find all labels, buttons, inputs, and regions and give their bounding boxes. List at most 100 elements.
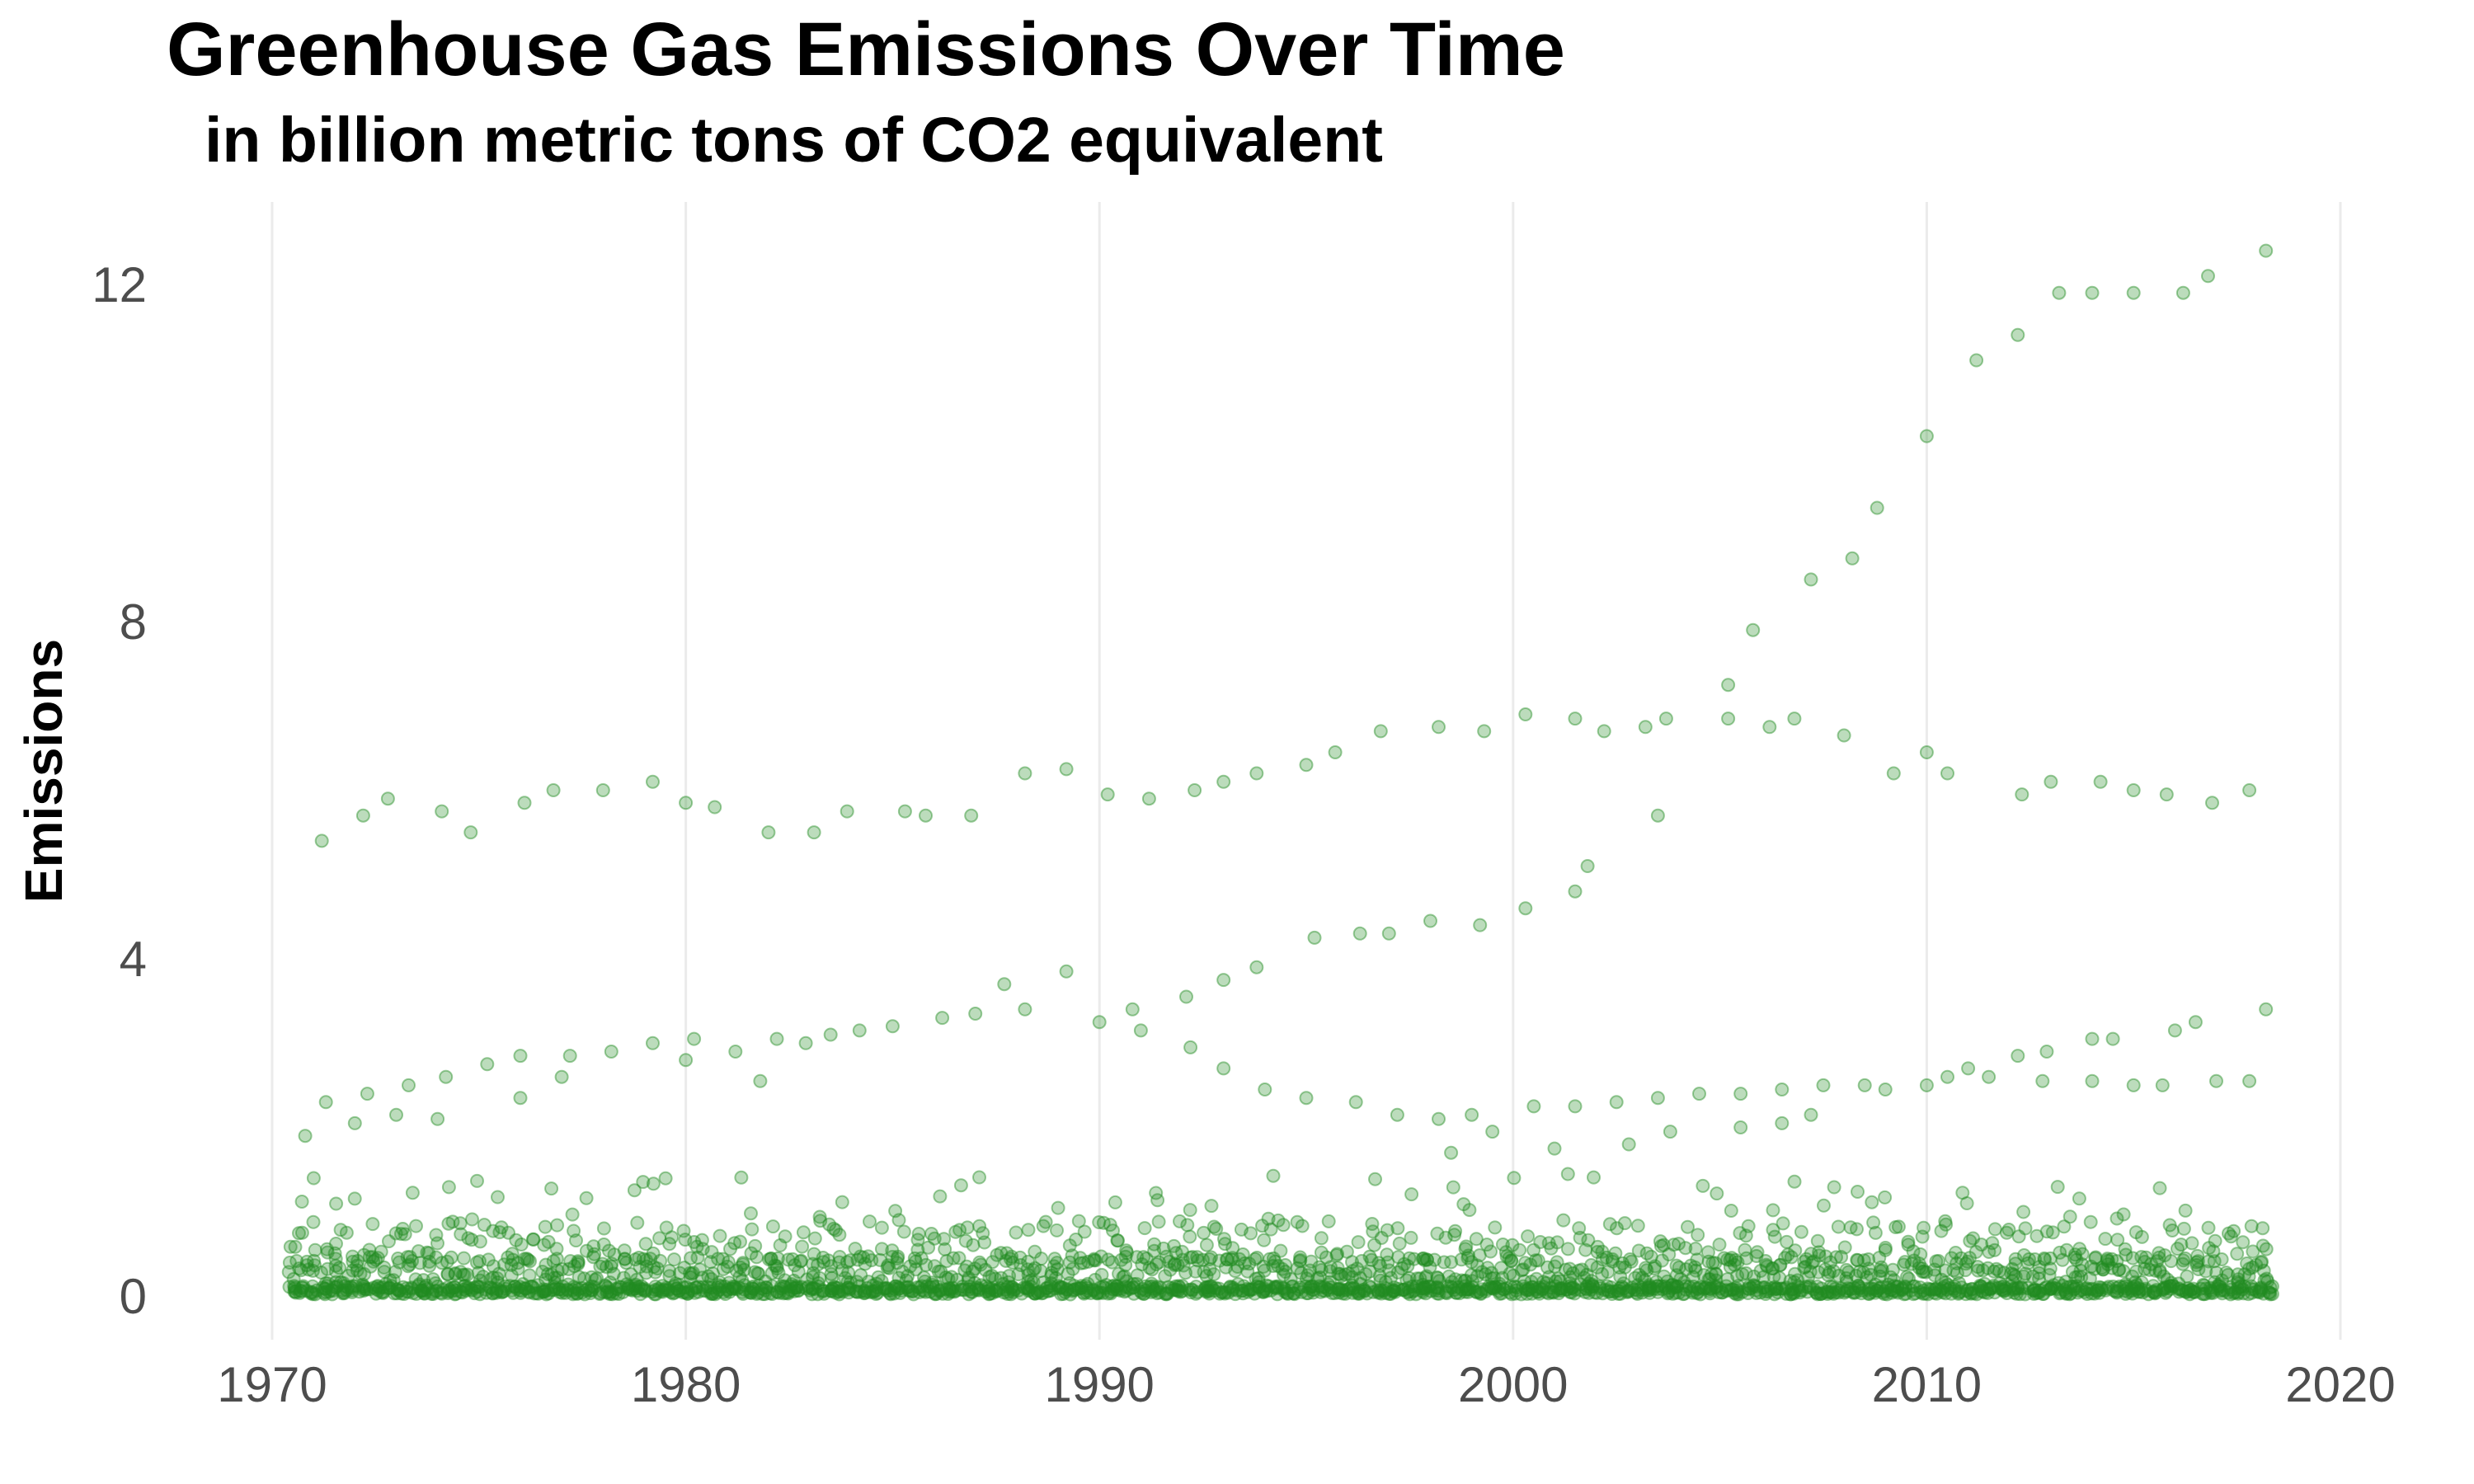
data-point <box>1605 1252 1620 1266</box>
data-point <box>1387 1280 1402 1295</box>
data-point <box>1183 1229 1197 1244</box>
data-point <box>595 1284 610 1299</box>
data-point <box>1563 1279 1577 1294</box>
data-point <box>691 1280 706 1294</box>
data-point <box>684 1251 698 1266</box>
data-point <box>1199 1269 1214 1284</box>
data-point <box>835 1283 849 1298</box>
data-point <box>840 1275 855 1289</box>
data-point <box>1484 1280 1498 1294</box>
data-point <box>569 1233 583 1248</box>
data-point <box>434 1285 448 1300</box>
data-point <box>1079 1285 1094 1300</box>
data-point <box>478 1282 493 1297</box>
data-point <box>448 1267 463 1282</box>
data-point <box>1204 1250 1218 1265</box>
data-points <box>281 243 2279 1302</box>
x-tick-label: 1990 <box>1044 1357 1154 1412</box>
data-point <box>1564 1281 1578 1295</box>
data-point <box>1188 1264 1203 1279</box>
data-point <box>807 1231 822 1246</box>
data-point <box>1532 1280 1546 1295</box>
data-point <box>1318 1284 1333 1298</box>
data-point <box>1676 1287 1691 1302</box>
data-point <box>630 1284 645 1298</box>
data-point <box>1475 1282 1489 1297</box>
data-point <box>1300 1286 1315 1301</box>
data-point <box>1077 1224 1092 1239</box>
data-point <box>1277 1284 1291 1298</box>
data-point <box>1153 1280 1168 1295</box>
data-point <box>824 1259 839 1274</box>
data-point <box>295 1280 310 1295</box>
data-point <box>1365 1217 1380 1231</box>
data-point <box>1554 1281 1569 1296</box>
data-point <box>384 1279 399 1294</box>
data-point <box>1111 1233 1125 1248</box>
data-point <box>586 1239 601 1254</box>
data-point <box>1277 1282 1292 1297</box>
data-point <box>1508 1283 1523 1298</box>
data-point <box>1088 1253 1103 1268</box>
data-point <box>1766 1203 1780 1218</box>
data-point <box>1630 1286 1645 1301</box>
data-point <box>944 1270 959 1284</box>
data-point <box>787 1281 802 1295</box>
data-point <box>643 1252 658 1266</box>
data-point <box>965 1264 980 1279</box>
data-point <box>720 1259 735 1274</box>
data-point <box>1040 1280 1055 1295</box>
data-point <box>467 1286 482 1301</box>
data-point <box>1409 1279 1423 1294</box>
data-point <box>698 1284 713 1298</box>
data-point <box>471 1266 486 1280</box>
data-point <box>1442 1269 1456 1284</box>
data-point <box>1341 1266 1356 1281</box>
data-point <box>1917 1220 1931 1235</box>
data-point <box>2126 285 2141 300</box>
data-point <box>712 1282 727 1297</box>
data-point <box>742 1284 757 1299</box>
data-point <box>1312 1270 1327 1284</box>
data-point <box>1468 1284 1483 1298</box>
data-point <box>536 1284 551 1298</box>
data-point <box>1447 1228 1462 1242</box>
data-point <box>911 1227 926 1241</box>
data-point <box>1113 1284 1128 1298</box>
data-point <box>329 1196 344 1211</box>
data-point <box>1649 1282 1664 1296</box>
data-point <box>924 1227 938 1241</box>
data-point <box>1093 1285 1108 1300</box>
data-point <box>317 1281 332 1296</box>
data-point <box>1595 1244 1610 1259</box>
data-point <box>1458 1273 1473 1288</box>
data-point <box>1827 1180 1841 1195</box>
data-point <box>412 1256 427 1270</box>
data-point <box>727 1280 742 1294</box>
data-point <box>711 1278 726 1293</box>
data-point <box>2098 1232 2113 1247</box>
data-point <box>832 1228 847 1242</box>
data-point <box>1190 1250 1205 1265</box>
data-point <box>683 1266 698 1280</box>
data-point <box>1715 1285 1730 1300</box>
data-point <box>910 1233 925 1247</box>
data-point <box>840 1280 855 1295</box>
data-point <box>1595 1286 1610 1301</box>
data-point <box>1572 1263 1587 1278</box>
data-point <box>1554 1282 1569 1297</box>
data-point <box>631 1280 646 1294</box>
data-point <box>2116 1207 2131 1222</box>
data-point <box>781 1252 796 1267</box>
data-point <box>615 1284 630 1299</box>
data-point <box>1831 1219 1846 1234</box>
data-point <box>353 1266 368 1281</box>
data-point <box>1021 1254 1036 1269</box>
data-point <box>1386 1284 1401 1298</box>
data-point <box>1188 1286 1203 1301</box>
data-point <box>1238 1256 1252 1270</box>
data-point <box>981 1283 996 1298</box>
data-point <box>392 1255 407 1270</box>
data-point <box>1432 1274 1446 1289</box>
data-point <box>1499 1249 1514 1264</box>
